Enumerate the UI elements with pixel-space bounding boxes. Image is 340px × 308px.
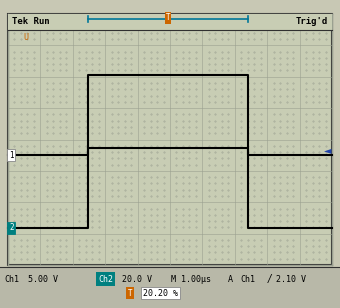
Text: Ch1: Ch1 <box>240 274 255 283</box>
Bar <box>0 267 340 308</box>
Bar <box>8 14 332 265</box>
Text: ◄: ◄ <box>323 145 331 155</box>
Text: 20.20 %: 20.20 % <box>143 289 178 298</box>
Text: Ch2: Ch2 <box>98 274 113 283</box>
Text: T: T <box>166 14 170 22</box>
Text: 5.00 V: 5.00 V <box>28 274 58 283</box>
Bar <box>8 14 332 30</box>
Text: Ch1: Ch1 <box>4 274 19 283</box>
Text: Trig'd: Trig'd <box>296 18 328 26</box>
Text: U: U <box>23 34 29 43</box>
Text: 20.0 V: 20.0 V <box>122 274 152 283</box>
Text: T: T <box>128 289 132 298</box>
Text: Tek Run: Tek Run <box>12 18 50 26</box>
Text: 2.10 V: 2.10 V <box>276 274 306 283</box>
Text: 1: 1 <box>9 151 14 160</box>
Text: M 1.00μs: M 1.00μs <box>171 274 211 283</box>
Text: 2: 2 <box>9 224 14 233</box>
Text: A: A <box>228 274 233 283</box>
Text: /: / <box>268 274 271 284</box>
